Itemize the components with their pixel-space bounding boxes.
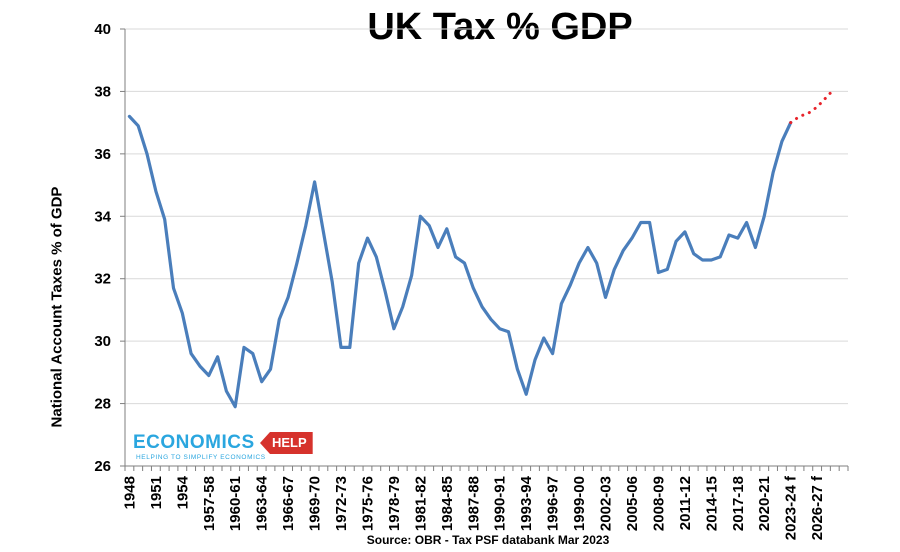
- y-tick-label: 40: [94, 21, 111, 38]
- x-tick-label: 2014-15: [703, 476, 720, 531]
- x-tick-label: 1987-88: [465, 476, 482, 531]
- x-tick-label: 1975-76: [359, 476, 376, 531]
- logo-tag: HELP: [260, 432, 313, 454]
- x-tick-label: 1993-94: [518, 475, 535, 531]
- x-tick-label: 2002-03: [598, 476, 615, 531]
- x-tick-label: 2020-21: [756, 476, 773, 531]
- x-tick-label: 2026-27 f: [809, 475, 826, 540]
- x-tick-label: 2023-24 f: [783, 475, 800, 540]
- x-tick-label: 2008-09: [650, 476, 667, 531]
- y-tick-label: 36: [94, 146, 111, 163]
- logo-main-text: ECONOMICS: [133, 432, 255, 453]
- x-tick-label: 1999-00: [571, 476, 588, 531]
- x-tick-label: 2017-18: [730, 476, 747, 531]
- x-tick-label: 1948: [121, 476, 138, 509]
- x-tick-label: 1981-82: [412, 476, 429, 531]
- y-tick-label: 34: [94, 208, 111, 225]
- x-tick-label: 1972-73: [333, 476, 350, 531]
- actual-series-line: [127, 114, 793, 409]
- source-note: Source: OBR - Tax PSF databank Mar 2023: [366, 533, 610, 547]
- x-tick-label: 1969-70: [307, 476, 324, 531]
- x-tick-label: 1978-79: [386, 476, 403, 531]
- x-tick-label: 1984-85: [439, 476, 456, 531]
- x-tick-label: 1990-91: [492, 476, 509, 531]
- x-tick-label: 1996-97: [545, 476, 562, 531]
- x-tick-label: 1963-64: [254, 475, 271, 531]
- y-tick-label: 38: [94, 83, 111, 100]
- y-tick-label: 26: [94, 458, 111, 475]
- x-tick-label: 2011-12: [677, 476, 694, 530]
- x-tick-label: 2005-06: [624, 476, 641, 531]
- logo-tagline: HELPING TO SIMPLIFY ECONOMICS: [136, 454, 266, 461]
- x-tick-label: 1966-67: [280, 476, 297, 531]
- y-tick-label: 32: [94, 271, 111, 288]
- x-tick-label: 1960-61: [227, 476, 244, 531]
- x-tick-label: 1954: [174, 475, 191, 509]
- economics-help-logo: ECONOMICS HELP HELPING TO SIMPLIFY ECONO…: [133, 430, 313, 468]
- y-tick-label: 30: [94, 333, 111, 350]
- y-tick-label: 28: [94, 396, 111, 413]
- chart-title: UK Tax % GDP: [367, 6, 633, 48]
- x-tick-label: 1957-58: [201, 476, 218, 531]
- forecast-series-line: [789, 86, 837, 125]
- x-tick-label: 1951: [148, 476, 165, 509]
